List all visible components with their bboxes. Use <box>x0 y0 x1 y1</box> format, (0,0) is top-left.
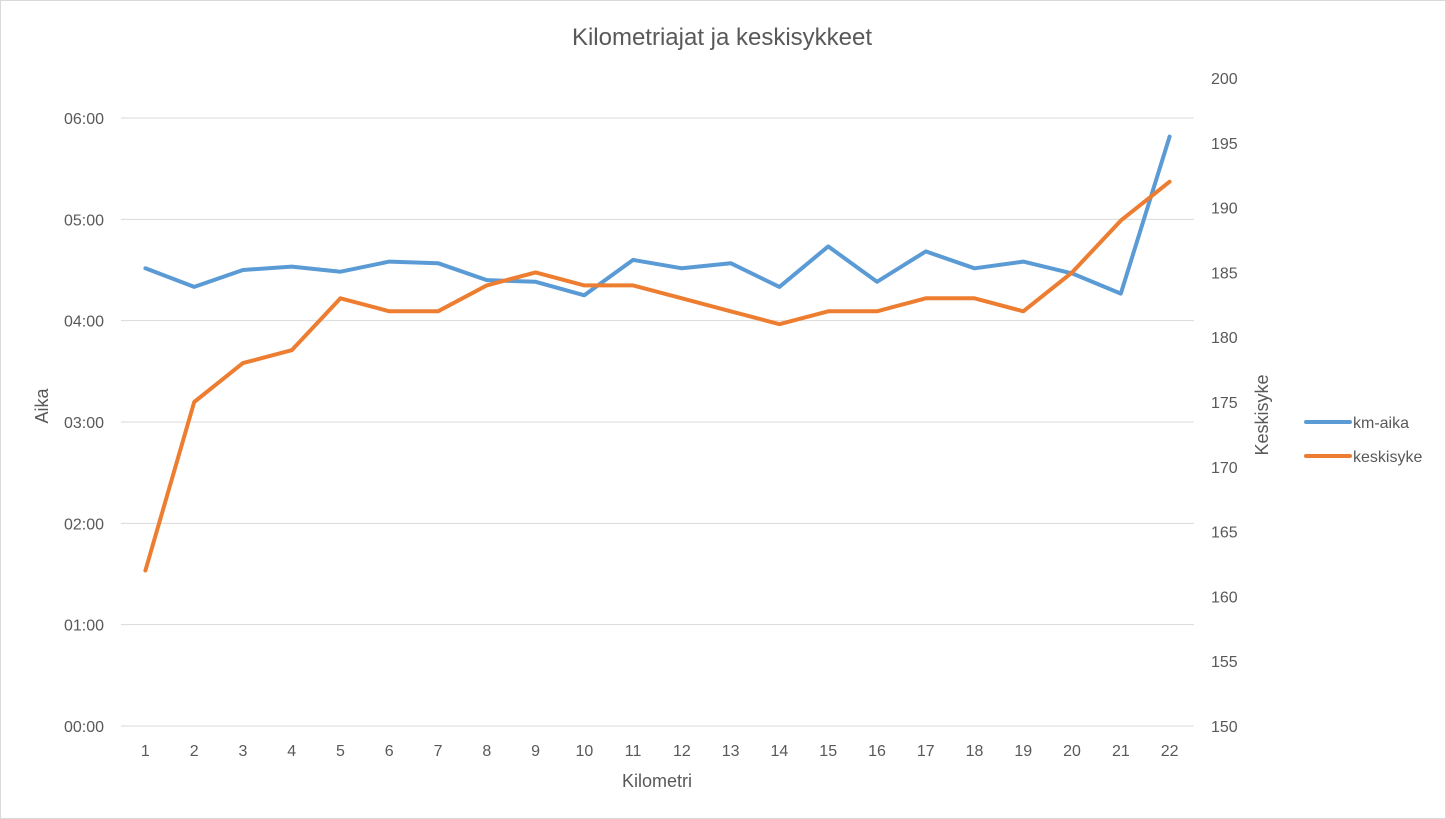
y-tick-label: 05:00 <box>64 212 104 229</box>
x-tick-label: 16 <box>868 743 886 760</box>
x-tick-label: 2 <box>190 743 199 760</box>
y2-tick-label: 165 <box>1211 525 1238 542</box>
x-tick-label: 22 <box>1161 743 1179 760</box>
x-tick-label: 10 <box>575 743 593 760</box>
y2-tick-label: 190 <box>1211 201 1238 218</box>
legend-label: keskisyke <box>1353 449 1422 466</box>
x-axis-ticks: 1 2 3 4 5 6 7 8 9 10 11 12 13 14 15 16 17 18 19 20 21 22 <box>141 743 1179 760</box>
y-tick-label: 01:00 <box>64 618 104 635</box>
x-tick-label: 7 <box>434 743 443 760</box>
legend-label: km-aika <box>1353 415 1409 432</box>
y2-tick-label: 195 <box>1211 136 1238 153</box>
x-tick-label: 6 <box>385 743 394 760</box>
x-tick-label: 4 <box>287 743 296 760</box>
y-tick-label: 03:00 <box>64 415 104 432</box>
y2-tick-label: 160 <box>1211 589 1238 606</box>
x-axis-title: Kilometri <box>622 771 692 791</box>
x-tick-label: 21 <box>1112 743 1130 760</box>
y2-tick-label: 170 <box>1211 460 1238 477</box>
x-tick-label: 8 <box>482 743 491 760</box>
y2-axis-ticks: 150 155 160 165 170 175 180 185 190 195 200 <box>1211 71 1238 736</box>
series-lines <box>143 134 1172 573</box>
y-tick-label: 04:00 <box>64 314 104 331</box>
y2-tick-label: 150 <box>1211 719 1238 736</box>
y2-tick-label: 200 <box>1211 71 1238 88</box>
x-tick-label: 5 <box>336 743 345 760</box>
y-tick-label: 06:00 <box>64 111 104 128</box>
x-tick-label: 11 <box>625 743 642 760</box>
x-tick-label: 9 <box>531 743 540 760</box>
x-tick-label: 20 <box>1063 743 1081 760</box>
y2-tick-label: 180 <box>1211 330 1238 347</box>
chart-title: Kilometriajat ja keskisykkeet <box>572 24 872 51</box>
x-tick-label: 1 <box>141 743 150 760</box>
legend: km-aika keskisyke <box>1304 415 1422 466</box>
y2-axis-title: Keskisyke <box>1252 374 1272 455</box>
series-line-km-aika <box>143 134 1172 298</box>
x-tick-label: 18 <box>966 743 984 760</box>
y2-tick-label: 185 <box>1211 265 1238 282</box>
x-tick-label: 13 <box>722 743 740 760</box>
x-tick-label: 19 <box>1014 743 1032 760</box>
y2-tick-label: 175 <box>1211 395 1238 412</box>
x-tick-label: 17 <box>917 743 935 760</box>
series-line-keskisyke <box>143 179 1172 573</box>
y2-tick-label: 155 <box>1211 654 1238 671</box>
y-tick-label: 02:00 <box>64 516 104 533</box>
y-axis-title: Aika <box>32 388 52 424</box>
gridlines <box>121 117 1194 727</box>
x-tick-label: 15 <box>819 743 837 760</box>
x-tick-label: 3 <box>238 743 247 760</box>
x-tick-label: 14 <box>771 743 789 760</box>
y-tick-label: 00:00 <box>64 719 104 736</box>
y-axis-ticks: 00:00 01:00 02:00 03:00 04:00 05:00 06:00 <box>64 111 104 736</box>
x-tick-label: 12 <box>673 743 691 760</box>
